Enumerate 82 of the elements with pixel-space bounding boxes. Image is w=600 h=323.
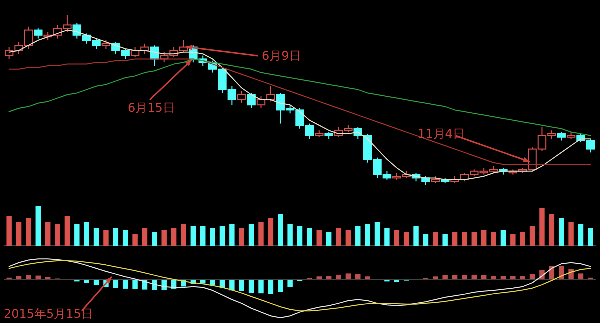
bar xyxy=(288,224,293,246)
bar xyxy=(142,228,148,246)
annotation: 6月9日 xyxy=(262,49,302,63)
candlestick xyxy=(130,46,140,58)
bar xyxy=(423,234,429,246)
bar xyxy=(414,226,419,246)
bar xyxy=(268,218,274,246)
bar xyxy=(568,222,574,246)
bar xyxy=(220,226,226,246)
bar xyxy=(94,228,100,246)
bar xyxy=(336,228,342,246)
candlestick xyxy=(247,92,256,109)
bar xyxy=(404,232,410,246)
bar xyxy=(394,230,400,246)
bar xyxy=(122,230,128,246)
candlestick xyxy=(34,28,43,40)
bar xyxy=(356,274,361,280)
bar xyxy=(268,280,274,294)
bar xyxy=(248,224,254,246)
bar xyxy=(230,224,235,246)
bar xyxy=(549,214,555,246)
bar xyxy=(132,280,138,290)
bar xyxy=(26,275,32,280)
bar xyxy=(578,224,584,246)
bar xyxy=(200,226,206,246)
bar xyxy=(239,228,244,246)
bar xyxy=(578,274,584,280)
bar xyxy=(45,222,51,246)
candlestick xyxy=(238,91,246,104)
bar xyxy=(500,230,506,246)
bar xyxy=(288,280,293,288)
bar xyxy=(190,226,196,246)
bar xyxy=(316,230,322,246)
bar xyxy=(346,274,352,280)
bar xyxy=(36,206,42,246)
bar xyxy=(122,280,128,289)
bar xyxy=(181,224,186,246)
bar xyxy=(258,280,264,294)
bar xyxy=(307,228,312,246)
bar xyxy=(452,232,458,246)
bar xyxy=(210,228,216,246)
bar xyxy=(104,230,109,246)
bar xyxy=(520,232,526,246)
bar xyxy=(540,208,545,246)
bar xyxy=(442,234,448,246)
candlestick xyxy=(266,86,276,102)
bar xyxy=(481,230,487,246)
bar xyxy=(239,280,244,292)
bar xyxy=(278,280,284,292)
bar xyxy=(356,226,361,246)
bar xyxy=(55,224,60,246)
bar xyxy=(297,226,303,246)
bar xyxy=(365,224,370,246)
bar xyxy=(510,234,516,246)
bar xyxy=(530,226,536,246)
bar xyxy=(84,222,90,246)
bar xyxy=(374,222,380,246)
annotation: 2015年5月15日 xyxy=(4,307,94,321)
bar xyxy=(6,216,12,246)
bar xyxy=(472,232,478,246)
bar xyxy=(113,228,119,246)
bar xyxy=(74,224,80,246)
bar xyxy=(384,228,390,246)
bar xyxy=(462,232,468,246)
bar xyxy=(588,228,594,246)
bar xyxy=(171,228,177,246)
bar xyxy=(152,232,158,246)
bar xyxy=(278,214,284,246)
bar xyxy=(162,230,167,246)
bar xyxy=(132,234,138,246)
bar xyxy=(248,280,254,294)
bar xyxy=(346,230,352,246)
bar xyxy=(26,218,32,246)
bar xyxy=(16,222,22,246)
bar xyxy=(258,222,264,246)
bar xyxy=(433,232,438,246)
bar xyxy=(336,274,342,280)
bar xyxy=(558,218,564,246)
bar xyxy=(326,232,332,246)
bar xyxy=(491,232,496,246)
annotation: 6月15日 xyxy=(128,101,175,115)
bar xyxy=(64,216,70,246)
